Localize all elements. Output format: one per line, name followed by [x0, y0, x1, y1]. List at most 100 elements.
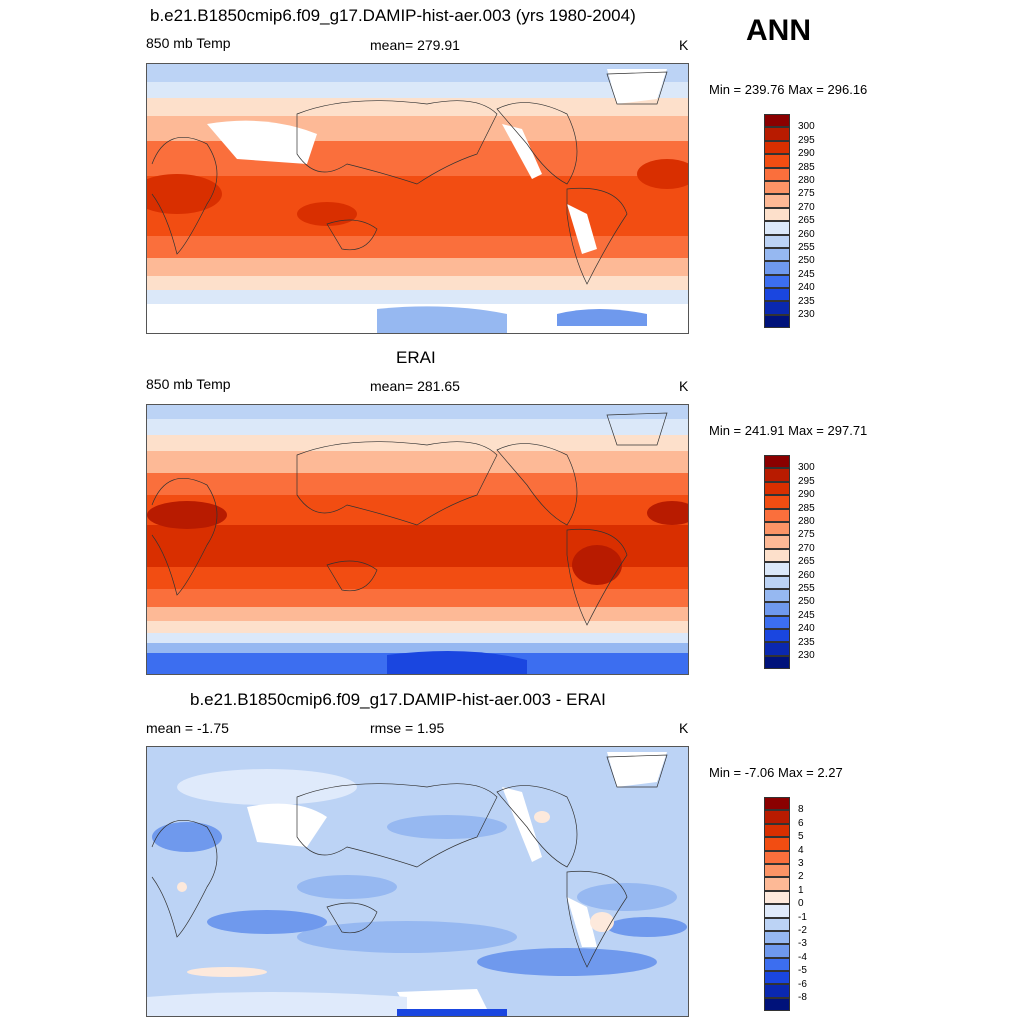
colorbar-swatch: [764, 288, 790, 302]
colorbar-label: -5: [798, 965, 807, 977]
panel1-units: K: [679, 37, 689, 53]
colorbar-label: 240: [798, 282, 815, 294]
colorbar-swatch: [764, 234, 790, 248]
colorbar-label: 290: [798, 148, 815, 160]
panel1-map: [146, 63, 689, 334]
colorbar-label: 300: [798, 462, 815, 474]
panel3-units: K: [679, 720, 689, 736]
panel1-center-label: mean= 279.91: [370, 37, 460, 53]
colorbar-label: 255: [798, 242, 815, 253]
colorbar-label: 255: [798, 583, 815, 594]
colorbar-swatch: [764, 810, 790, 824]
colorbar-label: 2: [798, 871, 804, 883]
colorbar-swatch: [764, 180, 790, 195]
colorbar-label: 295: [798, 475, 815, 487]
panel2-title: ERAI: [396, 348, 436, 367]
colorbar-swatch: [764, 837, 790, 851]
colorbar-label: 300: [798, 121, 815, 133]
colorbar-swatch: [764, 930, 790, 945]
colorbar-swatch: [764, 167, 790, 181]
colorbar-swatch: [764, 481, 790, 496]
colorbar-label: 245: [798, 609, 815, 621]
colorbar-swatch: [764, 247, 790, 262]
colorbar-swatch: [764, 495, 790, 509]
colorbar-label: -6: [798, 978, 807, 990]
colorbar-label: 265: [798, 215, 815, 227]
panel3-title: b.e21.B1850cmip6.f09_g17.DAMIP-hist-aer.…: [190, 690, 606, 709]
colorbar-swatch: [764, 468, 790, 482]
colorbar-label: 265: [798, 556, 815, 568]
colorbar-label: 235: [798, 295, 815, 307]
colorbar-swatch: [764, 114, 790, 128]
colorbar-label: 240: [798, 623, 815, 635]
colorbar-swatch: [764, 877, 790, 891]
colorbar-swatch: [764, 562, 790, 576]
colorbar-label: 270: [798, 542, 815, 554]
colorbar-label: 250: [798, 596, 815, 608]
panel3-colorbar: [764, 797, 790, 1012]
panel1-left-label: 850 mb Temp: [146, 35, 231, 51]
colorbar-swatch: [764, 957, 790, 972]
colorbar-label: 290: [798, 489, 815, 501]
colorbar-label: 5: [798, 831, 804, 843]
panel3-map: [146, 746, 689, 1017]
colorbar-label: 230: [798, 309, 815, 320]
colorbar-swatch: [764, 823, 790, 838]
panel3-left-label: mean = -1.75: [146, 720, 229, 736]
colorbar-swatch: [764, 314, 790, 329]
colorbar-label: -1: [798, 911, 807, 923]
colorbar-label: 280: [798, 516, 815, 527]
colorbar-label: 275: [798, 188, 815, 200]
colorbar-label: 260: [798, 228, 815, 240]
colorbar-swatch: [764, 850, 790, 864]
colorbar-swatch: [764, 575, 790, 589]
colorbar-label: 1: [798, 884, 804, 896]
colorbar-swatch: [764, 890, 790, 905]
colorbar-swatch: [764, 615, 790, 630]
colorbar-label: -3: [798, 938, 807, 950]
colorbar-label: -4: [798, 951, 807, 963]
panel1-title: b.e21.B1850cmip6.f09_g17.DAMIP-hist-aer.…: [150, 6, 636, 25]
colorbar-swatch: [764, 154, 790, 168]
panel2-left-label: 850 mb Temp: [146, 376, 231, 392]
colorbar-swatch: [764, 944, 790, 958]
colorbar-swatch: [764, 508, 790, 522]
colorbar-label: 270: [798, 201, 815, 213]
colorbar-swatch: [764, 140, 790, 155]
colorbar-swatch: [764, 917, 790, 931]
colorbar-swatch: [764, 301, 790, 315]
panel2-center-label: mean= 281.65: [370, 378, 460, 394]
colorbar-swatch: [764, 521, 790, 536]
season-label: ANN: [746, 14, 811, 47]
colorbar-swatch: [764, 194, 790, 208]
colorbar-swatch: [764, 127, 790, 141]
colorbar-label: 4: [798, 844, 804, 856]
panel3-minmax: Min = -7.06 Max = 2.27: [709, 765, 843, 780]
panel2-colorbar: [764, 455, 790, 670]
colorbar-label: 3: [798, 858, 804, 869]
colorbar-swatch: [764, 535, 790, 549]
panel1-minmax: Min = 239.76 Max = 296.16: [709, 82, 868, 97]
colorbar-label: 295: [798, 134, 815, 146]
colorbar-swatch: [764, 629, 790, 643]
colorbar-label: 230: [798, 650, 815, 661]
colorbar-swatch: [764, 207, 790, 222]
colorbar-swatch: [764, 797, 790, 811]
panel3-center-label: rmse = 1.95: [370, 720, 445, 736]
panel2-map: [146, 404, 689, 675]
panel2-minmax: Min = 241.91 Max = 297.71: [709, 423, 868, 438]
colorbar-swatch: [764, 904, 790, 918]
colorbar-label: 250: [798, 255, 815, 267]
colorbar-label: -8: [798, 992, 807, 1003]
colorbar-label: 0: [798, 898, 804, 910]
colorbar-swatch: [764, 274, 790, 289]
colorbar-label: 260: [798, 569, 815, 581]
colorbar-swatch: [764, 971, 790, 985]
colorbar-swatch: [764, 863, 790, 878]
colorbar-swatch: [764, 261, 790, 275]
colorbar-swatch: [764, 221, 790, 235]
colorbar-label: -2: [798, 925, 807, 936]
panel1-colorbar: [764, 114, 790, 329]
colorbar-swatch: [764, 642, 790, 656]
colorbar-swatch: [764, 455, 790, 469]
